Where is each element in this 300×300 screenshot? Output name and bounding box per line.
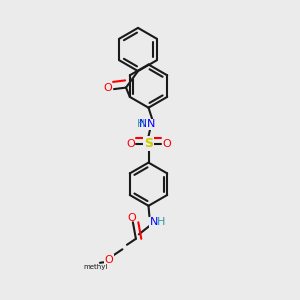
Text: H: H — [157, 217, 166, 227]
Text: N: N — [150, 217, 158, 227]
Text: O: O — [104, 255, 113, 265]
Text: N: N — [146, 119, 155, 129]
Text: S: S — [144, 137, 153, 150]
Text: O: O — [103, 82, 112, 93]
Text: methyl: methyl — [83, 264, 108, 270]
Text: NH: NH — [139, 119, 155, 129]
Text: O: O — [162, 139, 171, 149]
Text: H: H — [137, 119, 146, 129]
Text: O: O — [126, 139, 135, 149]
Text: O: O — [127, 213, 136, 223]
